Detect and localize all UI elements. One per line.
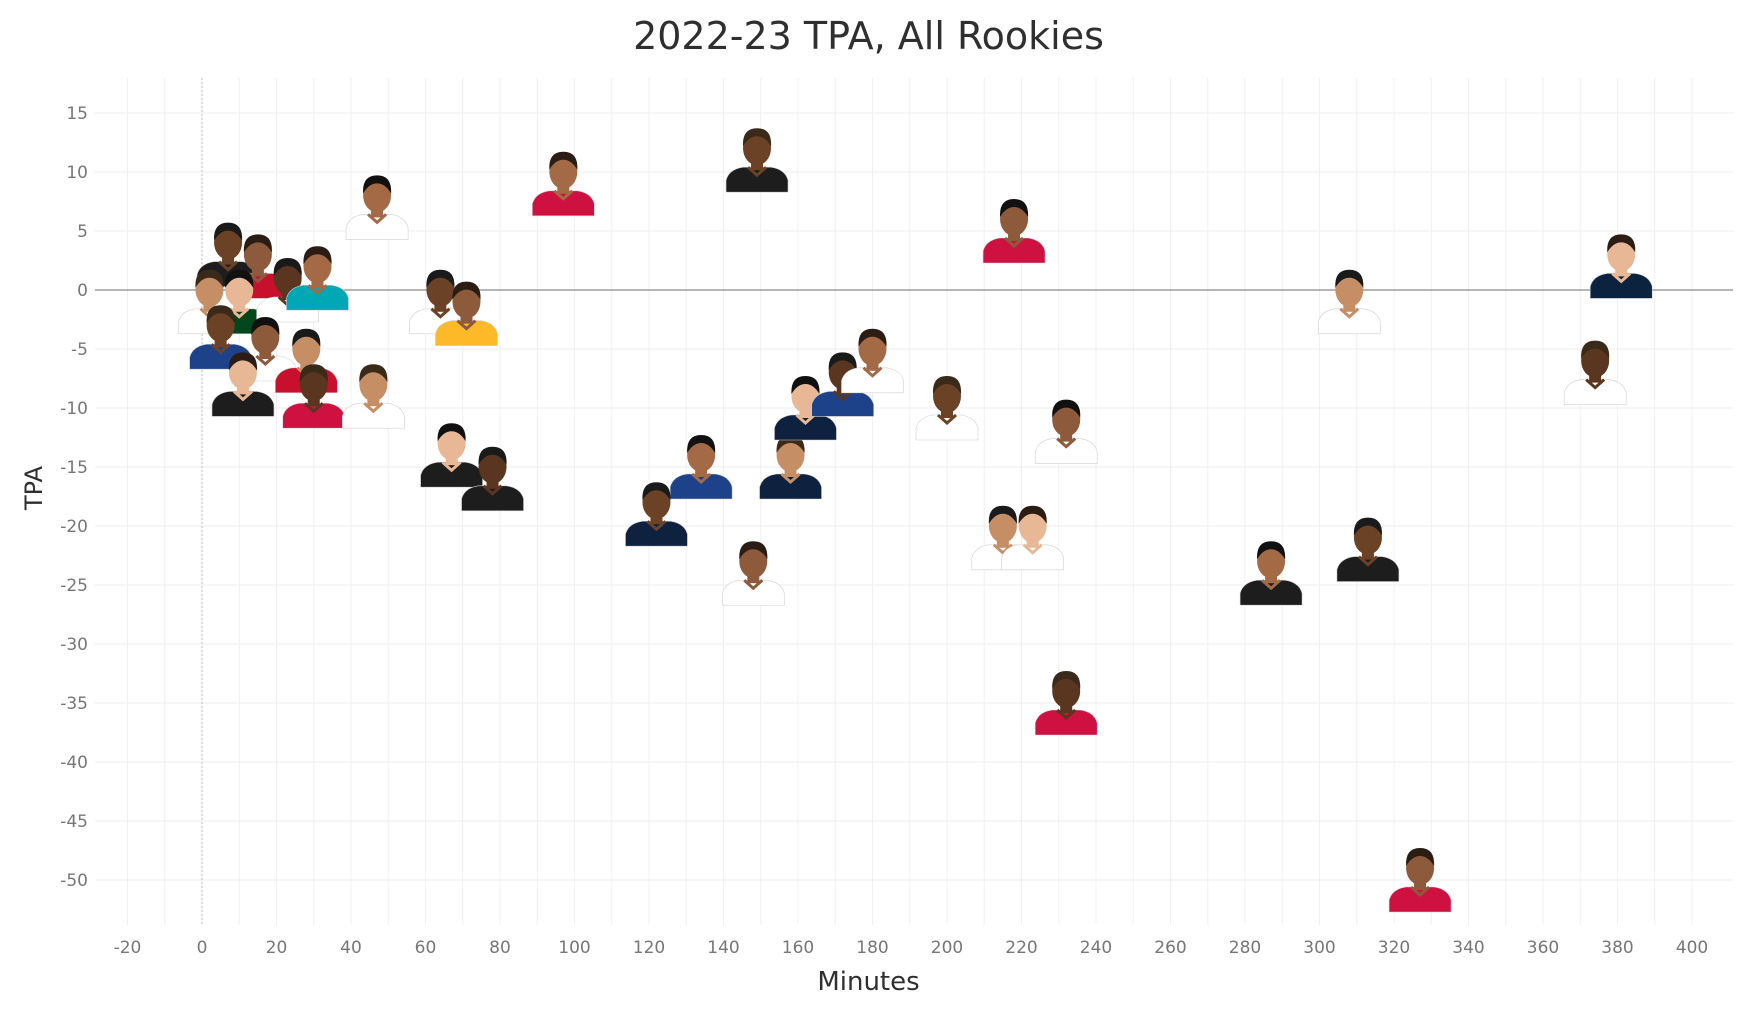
x-tick-label: 120 (633, 938, 665, 958)
x-tick-label: 360 (1527, 938, 1559, 958)
tick-labels: 15 10 5 0 -5 -10 -15 -20 -25 -30 -35 -40 -45 -50 -20 0 2… (60, 104, 1708, 958)
player-headshot-marker (1034, 399, 1098, 464)
x-tick-label: 60 (415, 938, 437, 958)
player-headshot-marker (841, 328, 904, 394)
y-tick-label: 5 (77, 222, 88, 242)
player-headshot-marker (1034, 671, 1098, 736)
player-headshot-marker (774, 376, 837, 441)
player-headshot-marker (461, 446, 524, 512)
y-tick-label: 0 (77, 281, 88, 301)
y-tick-label: 10 (66, 163, 88, 183)
y-tick-label: -45 (60, 812, 88, 832)
player-headshot-marker (725, 128, 789, 193)
player-headshot-marker (532, 151, 595, 217)
x-tick-label: 320 (1378, 938, 1410, 958)
data-points (178, 128, 1653, 913)
x-tick-label: 340 (1452, 938, 1484, 958)
x-tick-label: 140 (707, 938, 739, 958)
x-tick-label: 240 (1080, 938, 1112, 958)
y-tick-label: -25 (60, 576, 88, 596)
y-tick-label: -5 (71, 340, 88, 360)
player-headshot-marker (811, 352, 875, 417)
y-tick-label: 15 (66, 104, 88, 124)
x-tick-label: 80 (489, 938, 511, 958)
y-tick-label: -10 (60, 399, 88, 419)
player-headshot-marker (1239, 541, 1303, 606)
player-headshot-marker (625, 482, 688, 547)
x-tick-label: 100 (558, 938, 590, 958)
player-headshot-marker (721, 541, 785, 606)
x-tick-label: 300 (1303, 938, 1335, 958)
player-headshot-marker (1001, 505, 1064, 571)
x-axis-label: Minutes (817, 967, 920, 997)
player-headshot-marker (915, 376, 979, 441)
x-tick-label: -20 (114, 938, 142, 958)
x-tick-label: 40 (340, 938, 362, 958)
player-headshot-marker (286, 246, 349, 311)
player-headshot-marker (1589, 234, 1653, 299)
x-tick-label: 400 (1676, 938, 1708, 958)
player-headshot-marker (282, 364, 346, 429)
x-tick-label: 160 (782, 938, 814, 958)
player-headshot-marker (1563, 340, 1627, 405)
x-tick-label: 20 (266, 938, 288, 958)
player-headshot-marker (1336, 517, 1400, 582)
x-tick-label: 280 (1229, 938, 1261, 958)
grid (95, 78, 1733, 925)
y-tick-label: -50 (60, 871, 88, 891)
player-headshot-marker (1388, 848, 1452, 913)
y-tick-label: -30 (60, 635, 88, 655)
player-headshot-marker (342, 364, 405, 429)
y-tick-label: -15 (60, 458, 88, 478)
player-headshot-marker (345, 175, 409, 240)
x-tick-label: 0 (197, 938, 208, 958)
player-headshot-marker (1318, 269, 1381, 335)
chart-title: 2022-23 TPA, All Rookies (633, 14, 1104, 58)
y-tick-label: -40 (60, 753, 88, 773)
x-tick-label: 380 (1601, 938, 1633, 958)
y-tick-label: -35 (60, 694, 88, 714)
x-tick-label: 180 (856, 938, 888, 958)
player-headshot-marker (982, 199, 1046, 264)
x-tick-label: 260 (1154, 938, 1186, 958)
player-headshot-marker (420, 423, 483, 488)
x-tick-label: 220 (1005, 938, 1037, 958)
player-headshot-marker (669, 435, 733, 500)
player-headshot-marker (435, 281, 498, 346)
player-headshot-marker (211, 352, 275, 417)
x-tick-label: 200 (931, 938, 963, 958)
y-tick-label: -20 (60, 517, 88, 537)
axes (95, 78, 1733, 925)
